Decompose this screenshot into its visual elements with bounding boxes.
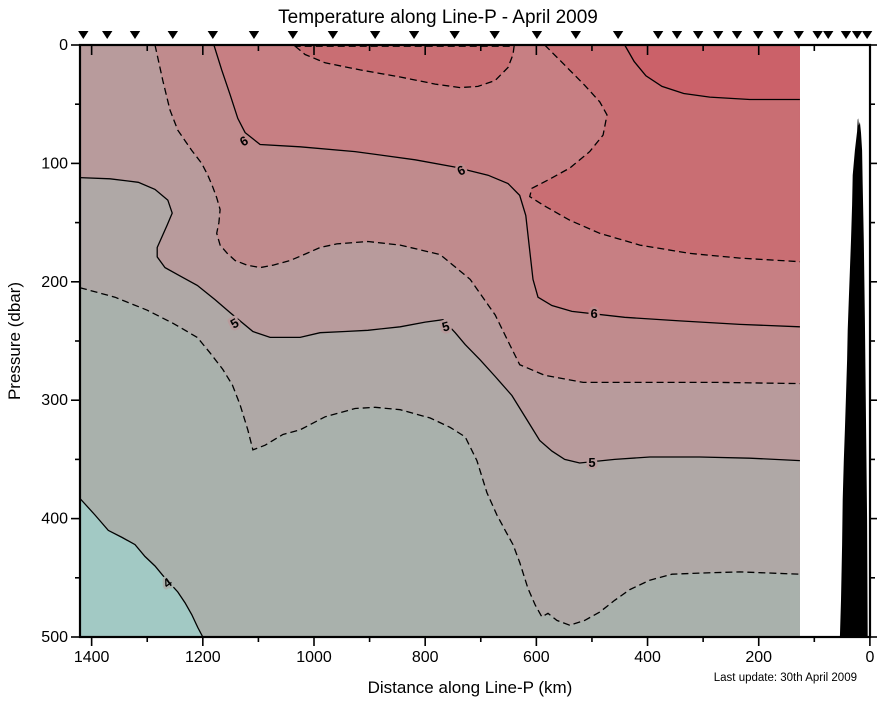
y-tick-label: 400 [41,511,68,528]
x-tick-label: 1200 [185,649,221,666]
land-bathymetry-silhouette [839,118,868,637]
station-marker-icon [823,31,834,39]
contour-line-4.5-dashed [79,287,800,626]
contour-label: 6 [591,306,598,321]
contour-fill-bands [80,45,800,637]
station-marker-icon [78,31,89,39]
x-axis-label: Distance along Line-P (km) [368,678,573,697]
station-marker-icon [712,31,724,39]
station-marker-icon [408,31,420,39]
station-marker-icon [731,31,743,39]
y-axis-label: Pressure (dbar) [5,282,24,400]
band-6.5-7 [295,46,515,88]
contour-line-4-solid [79,498,204,638]
station-marker-icon [248,31,260,39]
station-marker-icon [167,31,179,39]
station-marker-icon [793,31,804,39]
y-tick-label: 500 [41,629,68,646]
contour-line-5-solid [79,176,800,464]
contour-label: 5 [588,455,595,470]
contour-line-7-solid [624,44,800,101]
y-tick-label: 300 [41,392,68,409]
station-marker-icon [652,31,664,39]
y-tick-label: 200 [41,274,68,291]
axis-ticks [71,44,877,646]
contour-lines [79,44,800,638]
station-marker-icon [752,31,764,39]
station-marker-icon [840,31,852,39]
station-marker-icon [612,31,624,39]
y-tick-label: 100 [41,155,68,172]
station-marker-icon [861,31,873,39]
station-marker-icon [772,31,784,39]
x-tick-label: 400 [634,649,661,666]
x-tick-label: 0 [865,649,874,666]
station-marker-icon [449,31,460,39]
station-marker-icon [570,31,582,39]
band-<4 [80,498,203,637]
x-tick-label: 200 [745,649,772,666]
station-markers [78,31,873,39]
chart-title: Temperature along Line-P - April 2009 [278,7,598,28]
contour-line-6.5-dashed [293,45,515,89]
x-tick-label: 1400 [74,649,110,666]
y-tick-label: 0 [59,37,68,54]
station-marker-icon [102,31,113,39]
station-marker-icon [207,31,219,39]
station-marker-icon [369,31,381,39]
last-update-note: Last update: 30th April 2009 [714,672,857,684]
band-4-4.5 [80,287,800,637]
land-silhouette [839,118,868,637]
station-marker-icon [692,31,704,39]
axis-tick-labels: 1400 1200 1000 800 600 400 200 0 0 100 200 300 400 50… [41,37,874,666]
x-tick-label: 800 [412,649,439,666]
station-marker-icon [531,31,543,39]
station-marker-icon [851,31,863,39]
x-tick-label: 1000 [296,649,332,666]
x-tick-label: 600 [523,649,550,666]
contour-line-6-solid [213,44,800,328]
station-marker-icon [812,31,823,39]
contour-line-5.5-dashed [154,44,800,385]
station-marker-icon [129,31,141,39]
station-marker-icon [671,31,683,39]
station-marker-icon [287,31,299,39]
station-marker-icon [489,31,500,39]
station-marker-icon [327,31,339,39]
contour-line-6.5-dashed [528,44,800,263]
